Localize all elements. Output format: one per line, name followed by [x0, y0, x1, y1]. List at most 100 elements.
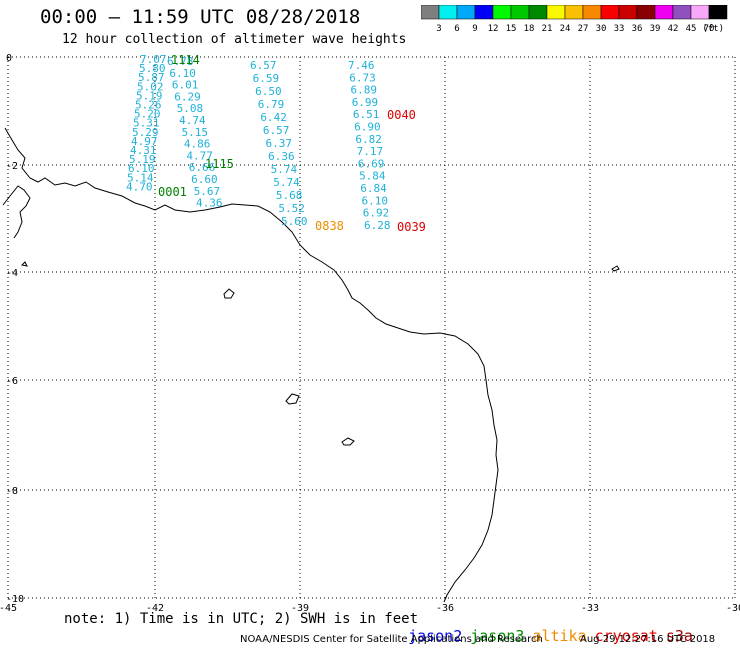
axis-labels: 0 -2 -4 -6 -8 -10-45 -42 -39 -36 -33 -30: [0, 53, 740, 614]
latitude-label: -2: [6, 161, 18, 172]
color-scale-label: 12: [488, 24, 499, 34]
color-scale-label: 30: [596, 24, 607, 34]
wave-height-value: 4.36: [196, 197, 223, 210]
color-scale-label: 36: [632, 24, 643, 34]
legend-altika: altika: [532, 627, 587, 645]
color-swatch: [421, 5, 440, 20]
wave-height-value: 5.15: [182, 126, 209, 139]
color-scale-label: 21: [542, 24, 553, 34]
color-swatch: [582, 5, 602, 20]
wave-height-value: 7.07: [140, 53, 167, 66]
wave-height-value: 4.70: [126, 180, 153, 193]
page-title: 00:00 – 11:59 UTC 08/28/2018: [40, 6, 361, 28]
legend-cryosat: cryosat: [594, 627, 658, 645]
latitude-label: -4: [6, 268, 18, 279]
wave-height-value: 5.31: [133, 117, 160, 130]
wave-height-value: 5.80: [139, 62, 166, 75]
color-scale-label: 18: [524, 24, 535, 34]
wave-height-value: 6.10: [362, 194, 389, 207]
wave-height-value: 6.42: [260, 111, 287, 124]
island-1: [223, 288, 235, 299]
color-swatch: [708, 5, 728, 20]
color-swatch: [528, 5, 548, 20]
wave-height-value: 6.79: [258, 98, 285, 111]
color-swatch: [438, 5, 458, 20]
latitude-label: -6: [6, 376, 18, 387]
wave-height-value: 6.89: [350, 84, 377, 97]
wave-height-value: 7.46: [348, 59, 375, 72]
wave-height-value: 5.08: [177, 102, 204, 115]
wave-height-value: 5.29: [132, 126, 159, 139]
wave-height-value: 5.84: [359, 170, 386, 183]
color-swatch: [618, 5, 638, 20]
wave-height-value: 6.50: [255, 85, 282, 98]
credit-footer: NOAA/NESDIS Center for Satellite Applica…: [240, 634, 543, 645]
color-swatch: [654, 5, 674, 20]
pass-time-label: 0040: [387, 108, 416, 122]
legend-jason3: jason3: [470, 627, 525, 645]
page-subtitle: 12 hour collection of altimeter wave hei…: [62, 32, 407, 47]
wave-height-value: 6.28: [364, 219, 391, 232]
wave-height-value: 6.10: [169, 67, 196, 80]
wave-height-value: 6.66: [189, 161, 216, 174]
coastline: [4, 127, 499, 603]
color-swatch: [600, 5, 620, 20]
wave-height-value: 4.97: [131, 135, 158, 148]
color-swatch: [690, 5, 710, 20]
wave-height-value: 5.20: [134, 108, 161, 121]
pass-labels: 1114 1115 0001 0040 0838 0039: [158, 53, 426, 234]
color-scale-label: 42: [668, 24, 679, 34]
wave-height-value: 5.14: [127, 171, 154, 184]
pass-time-label: 1115: [205, 157, 234, 171]
pass-time-label: 0001: [158, 185, 187, 199]
color-scale: 3 6 9 12 15 18 21 24 27 30 33 36 39 42 45 70(ft): [421, 5, 728, 34]
color-swatch: [636, 5, 656, 20]
wave-height-value: 6.10: [128, 162, 155, 175]
color-swatch: [564, 5, 584, 20]
wave-height-value: 6.37: [266, 137, 293, 150]
color-scale-label: 27: [578, 24, 589, 34]
wave-height-value: 7.17: [357, 145, 384, 158]
wave-height-value: 5.02: [137, 80, 164, 93]
wave-height-value: 6.73: [349, 71, 376, 84]
island-3: [341, 437, 355, 446]
island-2: [285, 393, 300, 405]
satellite-legend: jason2 jason3 altika cryosat s3a: [390, 609, 701, 645]
wave-height-value: 5.52: [278, 202, 305, 215]
latitude-label: 0: [6, 53, 12, 64]
wave-height-value: 5.19: [129, 153, 156, 166]
wave-height-value: 6.57: [250, 59, 277, 72]
generated-timestamp: Aug 29 12:27:16 UTC 2018: [580, 634, 716, 645]
color-swatch: [546, 5, 566, 20]
latitude-label: -8: [6, 486, 18, 497]
wave-height-value: 6.90: [354, 121, 381, 134]
color-scale-label: 39: [650, 24, 661, 34]
wave-height-value: 4.86: [184, 138, 211, 151]
color-swatch: [510, 5, 530, 20]
wave-height-value: 6.69: [358, 157, 385, 170]
longitude-label: -45: [0, 603, 17, 614]
wave-height-value: 5.19: [136, 89, 163, 102]
wave-height-value: 5.74: [271, 163, 298, 176]
wave-height-value: 6.99: [352, 96, 379, 109]
color-scale-label: 15: [506, 24, 517, 34]
island-4: [611, 265, 620, 272]
pass-time-label: 0039: [397, 220, 426, 234]
units-note: note: 1) Time is in UTC; 2) SWH is in fe…: [64, 611, 419, 627]
wave-height-value: 5.87: [138, 71, 165, 84]
wave-height-value: 5.60: [281, 215, 308, 228]
wave-height-value: 6.84: [360, 182, 387, 195]
wave-height-value: 4.31: [130, 144, 157, 157]
color-scale-label: 24: [560, 24, 571, 34]
latitude-label: -10: [6, 594, 24, 605]
color-scale-label: 6: [454, 24, 459, 34]
wave-height-value: 5.68: [276, 189, 303, 202]
wave-height-value: 6.60: [191, 173, 218, 186]
wave-height-value: 5.74: [273, 176, 300, 189]
color-scale-label: 70: [704, 24, 715, 34]
longitude-label: -30: [726, 603, 740, 614]
wave-height-value: 6.78: [167, 55, 194, 68]
wave-height-value: 6.82: [355, 133, 382, 146]
color-swatch: [456, 5, 476, 20]
